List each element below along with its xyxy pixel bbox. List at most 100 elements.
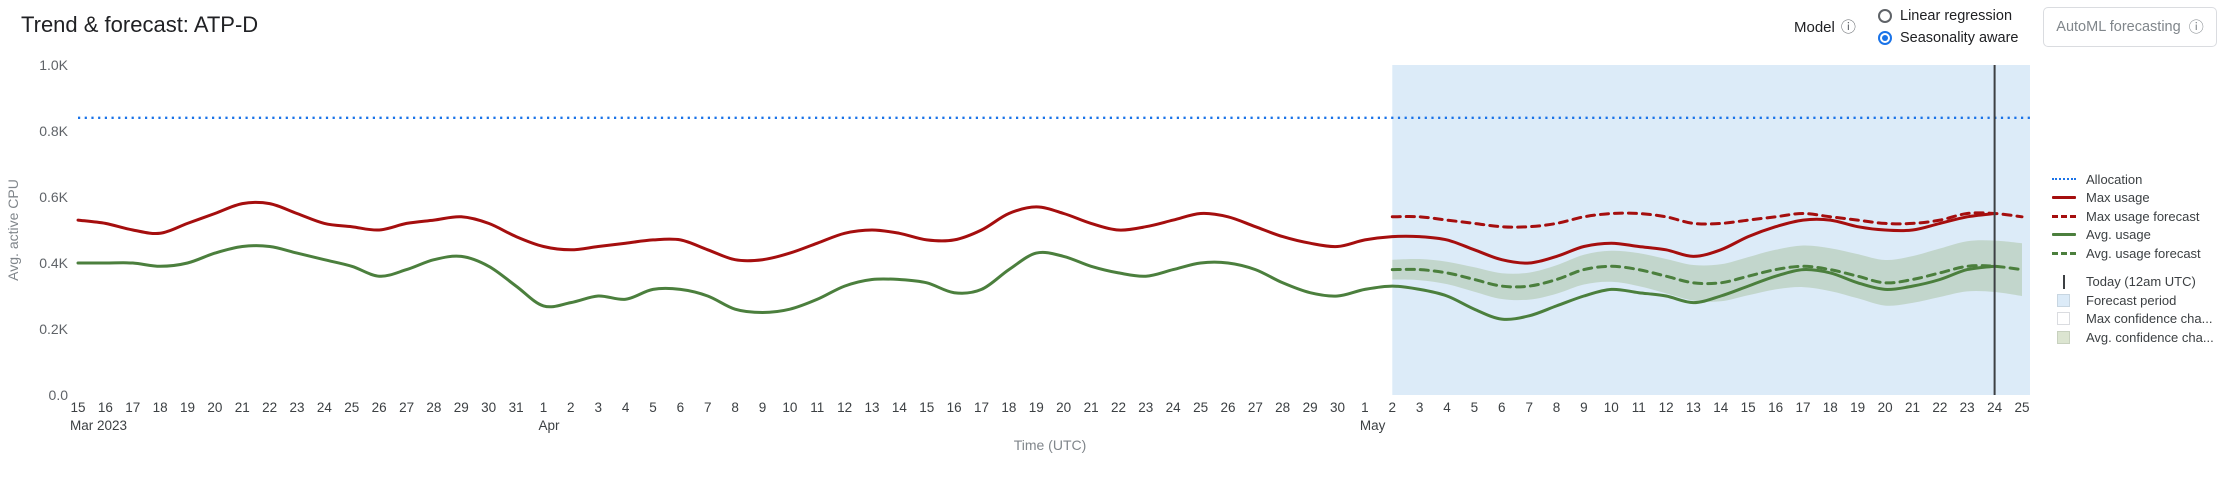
x-tick-label: 19 xyxy=(180,400,195,415)
x-tick-label: 5 xyxy=(1471,400,1479,415)
y-tick-label: 0.6K xyxy=(39,189,68,205)
x-tick-label: 18 xyxy=(1001,400,1016,415)
x-tick-label: 30 xyxy=(481,400,496,415)
legend-label: Today (12am UTC) xyxy=(2086,274,2196,290)
x-tick-label: 2 xyxy=(1389,400,1397,415)
x-tick-label: 16 xyxy=(1768,400,1783,415)
x-tick-label: 21 xyxy=(1084,400,1099,415)
x-tick-label: 8 xyxy=(1553,400,1561,415)
legend-label: Avg. usage xyxy=(2086,227,2151,243)
model-label: Model xyxy=(1794,19,1835,36)
radio-option-label: Seasonality aware xyxy=(1900,29,2019,46)
dashed-swatch-icon xyxy=(2052,214,2078,218)
legend-label: Max confidence cha... xyxy=(2086,311,2213,327)
x-tick-label: 13 xyxy=(1686,400,1701,415)
x-tick-label: 12 xyxy=(1659,400,1674,415)
x-tick-label: 5 xyxy=(649,400,657,415)
x-tick-label: 14 xyxy=(892,400,908,415)
box-swatch-icon xyxy=(2052,330,2078,344)
x-tick-label: 7 xyxy=(704,400,712,415)
x-tick-label: 20 xyxy=(1878,400,1893,415)
x-tick-label: 17 xyxy=(125,400,140,415)
x-tick-label: 28 xyxy=(426,400,441,415)
max-usage-forecast-line xyxy=(1390,211,2024,229)
x-tick-label: 4 xyxy=(1443,400,1451,415)
x-tick-label: 27 xyxy=(399,400,414,415)
x-tick-label: 13 xyxy=(864,400,879,415)
radio-option-label: Linear regression xyxy=(1900,7,2013,24)
x-tick-label: 24 xyxy=(1987,400,2003,415)
x-tick-label: 27 xyxy=(1248,400,1263,415)
avg-usage-forecast-line xyxy=(1390,264,2024,289)
x-tick-label: 28 xyxy=(1275,400,1290,415)
x-tick-label: 29 xyxy=(1303,400,1318,415)
x-tick-label: 24 xyxy=(1166,400,1182,415)
x-tick-label: 10 xyxy=(1604,400,1619,415)
automl-forecasting-button[interactable]: AutoML forecasting ⓘ xyxy=(2043,7,2217,47)
chart-legend: Allocation Max usage Max usage forecast Avg… xyxy=(2052,170,2214,347)
page-title: Trend & forecast: ATP-D xyxy=(21,12,259,37)
max-usage-line xyxy=(76,200,1997,265)
y-tick-label: 0.4K xyxy=(39,255,68,271)
x-tick-label: 14 xyxy=(1713,400,1729,415)
model-option-linear-regression[interactable]: Linear regression xyxy=(1878,7,2019,24)
model-radio-group: Linear regression Seasonality aware xyxy=(1878,7,2019,46)
legend-item-max-confidence-cha[interactable]: Max confidence cha... xyxy=(2052,310,2214,329)
box-swatch-icon xyxy=(2052,293,2078,307)
legend-item-avg-usage-forecast[interactable]: Avg. usage forecast xyxy=(2052,244,2214,263)
x-tick-label: 1 xyxy=(1361,400,1369,415)
x-tick-label: 6 xyxy=(677,400,685,415)
x-tick-label: 7 xyxy=(1525,400,1533,415)
legend-item-max-usage-forecast[interactable]: Max usage forecast xyxy=(2052,207,2214,226)
x-tick-label: 17 xyxy=(1795,400,1810,415)
y-axis-title: Avg. active CPU xyxy=(5,179,21,281)
avg-usage-line xyxy=(76,244,1997,321)
x-tick-label: 3 xyxy=(594,400,602,415)
x-tick-label: 15 xyxy=(919,400,934,415)
x-tick-label: 30 xyxy=(1330,400,1345,415)
legend-item-max-usage[interactable]: Max usage xyxy=(2052,189,2214,208)
x-tick-label: 22 xyxy=(1932,400,1947,415)
info-icon: ⓘ xyxy=(2188,18,2204,36)
x-tick-label: 3 xyxy=(1416,400,1424,415)
x-tick-label: 25 xyxy=(1193,400,1208,415)
legend-item-avg-usage[interactable]: Avg. usage xyxy=(2052,226,2214,245)
y-tick-label: 1.0K xyxy=(39,57,68,73)
dashed-swatch-icon xyxy=(2052,251,2078,255)
x-tick-label: 15 xyxy=(1741,400,1756,415)
legend-label: Max usage xyxy=(2086,190,2150,206)
vline-swatch-icon xyxy=(2052,274,2078,289)
month-label: May xyxy=(1360,418,1386,433)
x-tick-label: 10 xyxy=(782,400,797,415)
forecast-period-region xyxy=(1392,65,2030,395)
legend-item-avg-confidence-cha[interactable]: Avg. confidence cha... xyxy=(2052,328,2214,347)
x-tick-label: 23 xyxy=(1138,400,1153,415)
avg-confidence-channel xyxy=(1392,240,2022,306)
x-tick-label: 26 xyxy=(372,400,387,415)
legend-label: Avg. usage forecast xyxy=(2086,245,2201,261)
info-icon[interactable]: ⓘ xyxy=(1840,19,1856,36)
model-option-seasonality-aware[interactable]: Seasonality aware xyxy=(1878,29,2019,46)
x-tick-label: 2 xyxy=(567,400,575,415)
solid-swatch-icon xyxy=(2052,196,2078,200)
y-tick-label: 0.0 xyxy=(49,387,69,403)
solid-swatch-icon xyxy=(2052,233,2078,237)
legend-item-allocation[interactable]: Allocation xyxy=(2052,170,2214,189)
x-tick-label: 19 xyxy=(1029,400,1044,415)
x-tick-label: 20 xyxy=(1056,400,1071,415)
radio-button-icon xyxy=(1878,8,1892,23)
x-tick-label: 12 xyxy=(837,400,852,415)
x-tick-label: 4 xyxy=(622,400,630,415)
x-tick-label: 15 xyxy=(70,400,85,415)
legend-item-forecast-period[interactable]: Forecast period xyxy=(2052,291,2214,310)
x-tick-label: 29 xyxy=(454,400,469,415)
x-tick-label: 1 xyxy=(540,400,548,415)
legend-item-today-12am-utc[interactable]: Today (12am UTC) xyxy=(2052,273,2214,292)
legend-label: Max usage forecast xyxy=(2086,208,2200,224)
x-tick-label: 25 xyxy=(344,400,359,415)
dotted-swatch-icon xyxy=(2052,178,2078,181)
x-tick-label: 22 xyxy=(262,400,277,415)
x-tick-label: 23 xyxy=(1960,400,1975,415)
x-tick-label: 11 xyxy=(810,400,824,415)
